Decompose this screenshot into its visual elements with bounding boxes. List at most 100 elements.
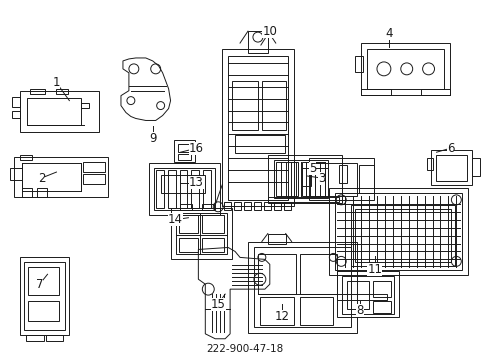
Bar	[235, 135, 284, 153]
Bar	[202, 238, 224, 252]
Text: 8: 8	[356, 305, 363, 318]
Bar	[267, 155, 342, 203]
Bar	[234, 202, 241, 210]
Bar	[299, 255, 337, 294]
Bar	[471, 158, 479, 176]
Text: 12: 12	[274, 310, 288, 323]
Bar	[21, 188, 32, 197]
Bar	[37, 188, 46, 197]
Bar	[244, 202, 250, 210]
Bar	[12, 111, 20, 118]
Bar	[337, 271, 398, 317]
Bar	[337, 294, 386, 300]
Bar	[429, 150, 471, 185]
Bar	[253, 202, 260, 210]
Bar	[372, 281, 390, 297]
Text: 1: 1	[53, 76, 60, 89]
Bar	[202, 215, 224, 233]
Bar	[27, 98, 81, 125]
Bar	[275, 162, 297, 196]
Bar	[346, 281, 368, 309]
Bar	[350, 205, 454, 266]
Bar	[267, 234, 285, 243]
Text: 5: 5	[308, 162, 316, 175]
Bar	[262, 81, 285, 130]
Bar	[228, 56, 287, 200]
Bar	[222, 49, 293, 206]
Bar	[10, 168, 21, 180]
Bar	[177, 154, 191, 160]
Bar	[328, 188, 468, 275]
Bar	[191, 170, 199, 208]
Bar	[342, 276, 393, 314]
Bar	[153, 168, 215, 210]
Bar	[354, 56, 362, 72]
Bar	[175, 213, 226, 255]
Bar	[30, 89, 44, 94]
Bar	[202, 204, 214, 210]
Bar	[178, 215, 198, 233]
Text: 3: 3	[317, 171, 325, 185]
Text: 13: 13	[188, 176, 203, 189]
Bar	[167, 170, 175, 208]
Bar	[315, 163, 356, 196]
Text: 11: 11	[367, 263, 382, 276]
Bar	[232, 81, 257, 130]
Bar	[309, 158, 373, 200]
Text: 16: 16	[188, 142, 203, 155]
Bar	[28, 267, 60, 295]
Bar	[161, 175, 205, 193]
Bar	[301, 168, 311, 186]
Bar	[20, 91, 99, 132]
Bar	[81, 103, 89, 108]
Bar	[155, 170, 163, 208]
Text: 222-900-47-18: 222-900-47-18	[205, 344, 283, 354]
Bar	[224, 202, 231, 210]
Bar	[257, 255, 295, 294]
Bar	[354, 209, 450, 262]
Text: 2: 2	[38, 171, 45, 185]
Bar	[360, 43, 449, 95]
Bar	[253, 247, 350, 327]
Bar	[14, 157, 108, 197]
Bar	[283, 202, 290, 210]
Bar	[273, 160, 327, 198]
Bar	[83, 162, 105, 172]
Bar	[21, 163, 81, 191]
Bar	[420, 89, 449, 95]
Text: 9: 9	[149, 132, 156, 145]
Bar	[339, 165, 346, 183]
Bar	[173, 140, 195, 162]
Bar	[20, 257, 69, 335]
Bar	[26, 335, 43, 341]
Bar	[366, 49, 444, 89]
Text: 14: 14	[168, 213, 183, 226]
Bar	[20, 155, 32, 160]
Bar	[273, 202, 280, 210]
Bar	[360, 89, 390, 95]
Bar	[177, 144, 191, 152]
Bar	[179, 170, 187, 208]
Bar	[358, 165, 373, 193]
Bar	[170, 208, 232, 260]
Bar	[247, 31, 267, 53]
Bar	[180, 204, 192, 210]
Bar	[148, 163, 220, 215]
Bar	[178, 238, 198, 252]
Text: 10: 10	[262, 24, 277, 38]
Bar	[28, 301, 60, 321]
Bar	[299, 297, 333, 325]
Bar	[435, 155, 467, 181]
Bar	[335, 193, 461, 270]
Text: 6: 6	[446, 142, 453, 155]
Text: 7: 7	[36, 278, 43, 291]
Text: 4: 4	[385, 27, 392, 40]
Bar	[259, 297, 293, 325]
Bar	[267, 197, 339, 202]
Bar	[83, 174, 105, 184]
Bar	[12, 96, 20, 107]
Bar	[426, 158, 432, 170]
Bar	[24, 262, 65, 330]
Bar	[247, 242, 356, 333]
Bar	[264, 202, 270, 210]
